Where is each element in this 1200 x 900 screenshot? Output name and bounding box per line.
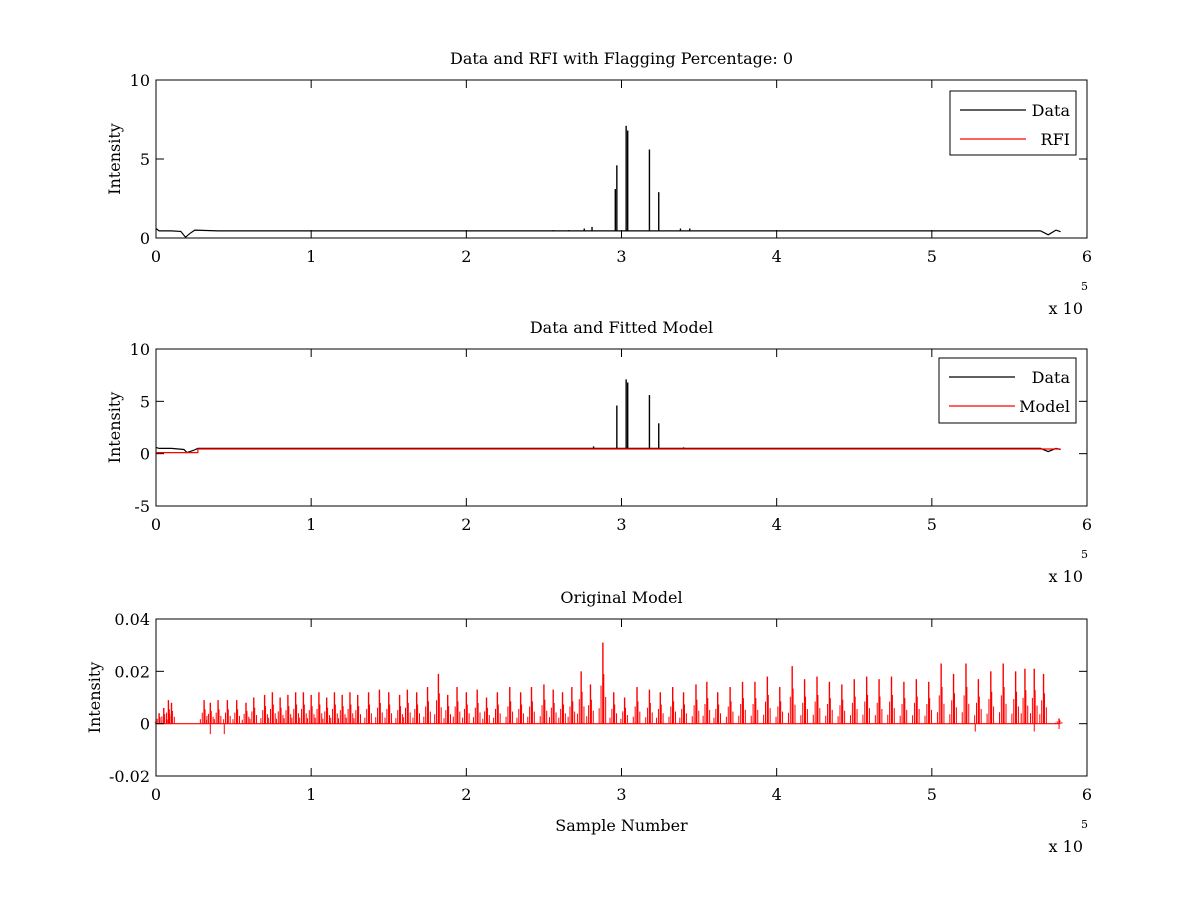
- x-tick-label: 6: [1082, 247, 1092, 266]
- x-tick-label: 1: [306, 247, 316, 266]
- y-tick-label: 0: [140, 229, 150, 248]
- y-tick-label: 0: [140, 715, 150, 734]
- legend-label: Model: [1019, 397, 1070, 416]
- x-tick-label: 1: [306, 785, 316, 804]
- x-tick-label: 1: [306, 515, 316, 534]
- legend: Data Model: [938, 357, 1077, 424]
- x-tick-label: 2: [461, 247, 471, 266]
- x-tick-label: 4: [772, 515, 782, 534]
- y-tick-label: 5: [140, 150, 150, 169]
- plot-frame: [155, 79, 1088, 239]
- legend-label: Data: [1032, 101, 1071, 120]
- x-tick-label: 5: [927, 247, 937, 266]
- chart-title: Data and Fitted Model: [530, 318, 713, 337]
- y-axis-label: Intensity: [105, 123, 124, 195]
- y-tick-label: 10: [130, 71, 150, 90]
- series-model-signal: [154, 642, 1063, 735]
- y-tick-label: 10: [130, 340, 150, 359]
- legend: Data RFI: [949, 90, 1077, 156]
- x-tick-label: 2: [461, 785, 471, 804]
- y-tick-label: 5: [140, 392, 150, 411]
- y-tick-label: -5: [134, 497, 150, 516]
- x-tick-label: 5: [927, 785, 937, 804]
- legend-label: Data: [1032, 368, 1071, 387]
- series-line: [156, 448, 1061, 454]
- y-tick-label: 0.04: [114, 610, 150, 629]
- x-multiplier-exponent: 5: [1081, 818, 1088, 831]
- x-tick-label: 6: [1082, 515, 1092, 534]
- y-tick-label: -0.02: [109, 767, 150, 786]
- x-multiplier: x 10: [1049, 567, 1083, 586]
- x-tick-label: 0: [151, 515, 161, 534]
- x-axis-label: Sample Number: [555, 816, 688, 835]
- x-tick-label: 6: [1082, 785, 1092, 804]
- legend-box: [938, 357, 1077, 424]
- y-tick-label: 0.02: [114, 662, 150, 681]
- x-tick-label: 5: [927, 515, 937, 534]
- series-model: [156, 448, 1061, 454]
- x-tick-label: 4: [772, 785, 782, 804]
- x-tick-label: 3: [616, 247, 626, 266]
- y-axis-label: Intensity: [85, 662, 104, 734]
- y-axis-label: Intensity: [105, 392, 124, 464]
- chart-title: Original Model: [560, 588, 682, 607]
- x-tick-label: 4: [772, 247, 782, 266]
- x-tick-label: 3: [616, 515, 626, 534]
- legend-box: [949, 90, 1077, 156]
- x-multiplier: x 10: [1049, 299, 1083, 318]
- plot-frame: [155, 348, 1088, 507]
- chart-title: Data and RFI with Flagging Percentage: 0: [450, 49, 793, 68]
- x-multiplier-exponent: 5: [1081, 548, 1088, 561]
- x-multiplier-exponent: 5: [1081, 280, 1088, 293]
- x-tick-label: 2: [461, 515, 471, 534]
- x-tick-label: 0: [151, 785, 161, 804]
- chart-panel-1: 0 1 2 3 4 5 6 0 5 10 Data and RFI with Flagging Pe…: [105, 49, 1092, 318]
- x-tick-label: 3: [616, 785, 626, 804]
- x-tick-label: 0: [151, 247, 161, 266]
- legend-label: RFI: [1041, 130, 1070, 149]
- y-tick-label: 0: [140, 445, 150, 464]
- x-multiplier: x 10: [1049, 837, 1083, 856]
